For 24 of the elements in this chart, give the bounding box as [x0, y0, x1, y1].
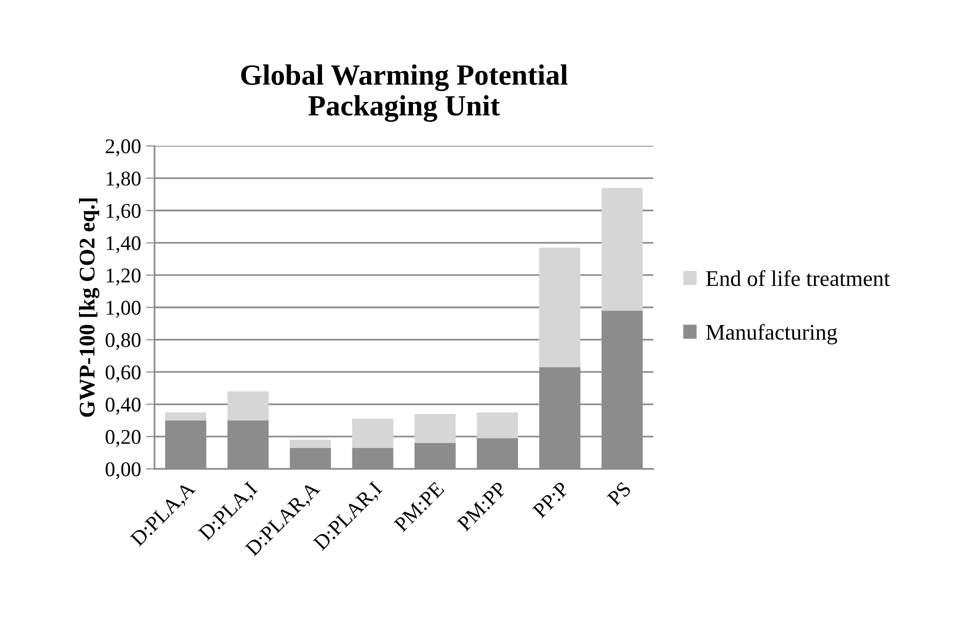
y-tick-label: 0,20	[106, 430, 141, 447]
bar	[476, 412, 518, 438]
y-tick-label: 1,60	[106, 204, 141, 221]
chart-title: Global Warming Potential Packaging Unit	[241, 64, 568, 122]
y-axis-title: GWP-100 [kg CO2 eq.]	[78, 198, 100, 417]
bar	[414, 414, 456, 444]
y-tick-label: 1,40	[106, 236, 141, 254]
y-tick-label: 1,80	[106, 172, 141, 189]
y-tick-label: 0,00	[106, 462, 141, 480]
y-tick-label: 1,00	[106, 300, 141, 318]
bar	[352, 418, 394, 448]
bar	[539, 248, 580, 368]
y-tick-label: 0,40	[106, 398, 141, 415]
y-tick-label: 2,00	[106, 139, 141, 156]
legend-label: End of life treatment	[706, 270, 890, 286]
bar	[227, 391, 269, 420]
bar	[602, 188, 643, 311]
y-tick-label: 0,80	[106, 333, 141, 350]
bar	[290, 440, 331, 448]
y-tick-label: 0,60	[106, 365, 141, 382]
x-tick-label: PS	[606, 481, 632, 506]
y-tick-label: 1,20	[106, 268, 141, 286]
bar	[165, 412, 206, 420]
legend-label: Manufacturing	[706, 324, 838, 344]
